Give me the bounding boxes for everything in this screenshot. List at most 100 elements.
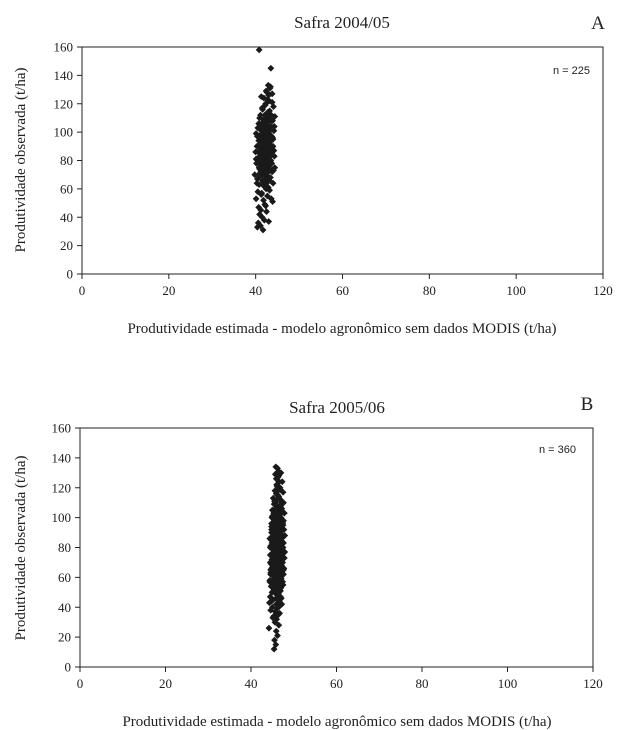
chart-a-data-point <box>257 168 265 176</box>
chart-b-data-point <box>274 526 282 533</box>
chart-a-y-tick-label: 60 <box>60 181 73 196</box>
chart-b-data-point <box>274 487 282 495</box>
chart-b-y-tick-label: 40 <box>58 600 71 615</box>
chart-a-data-point <box>263 208 270 215</box>
chart-b-data-point <box>266 535 274 542</box>
chart-a-data-point <box>265 137 273 145</box>
chart-b-data-point <box>274 473 282 481</box>
chart-a-data-point <box>255 158 263 166</box>
chart-b-plot-area <box>79 427 594 668</box>
chart-b-data-point <box>272 582 280 590</box>
chart-b-x-tick-label: 100 <box>498 676 518 691</box>
chart-b-data-point <box>276 609 284 617</box>
chart-b-data-point <box>275 517 283 525</box>
chart-a-data-point <box>266 165 273 173</box>
chart-a-data-point <box>259 226 267 234</box>
chart-b-x-axis-label: Produtividade estimada - modelo agronômi… <box>122 714 551 730</box>
chart-b-y-tick-label: 60 <box>58 570 71 585</box>
chart-a-data-point <box>257 222 264 230</box>
chart-b-data-point <box>268 603 276 611</box>
chart-a-data-point <box>266 107 273 115</box>
chart-b-y-axis-label: Produtividade observada (t/ha) <box>13 456 29 641</box>
chart-b-axes: 0 20 40 60 80 100 120 0 20 40 60 80 100 120 140 160 <box>52 421 603 692</box>
chart-a-data-point <box>262 202 270 210</box>
chart-a-data-point <box>259 178 267 186</box>
chart-a-data-point <box>258 189 266 197</box>
chart-b-data-point <box>274 464 281 472</box>
chart-b-x-tick-label: 120 <box>583 676 603 691</box>
chart-a-data-point <box>266 186 273 194</box>
chart-a-data-point <box>260 124 268 132</box>
chart-b-data-point <box>274 590 282 598</box>
chart-a-points <box>251 46 279 234</box>
chart-a-data-point <box>259 171 267 179</box>
chart-a-y-axis-label: Produtividade observada (t/ha) <box>13 68 29 253</box>
chart-b-data-point <box>268 576 276 584</box>
chart-a-data-point <box>262 169 270 177</box>
chart-a-data-point <box>261 111 269 119</box>
chart-a-y-tick-label: 80 <box>60 153 73 168</box>
chart-a-data-point <box>257 124 264 132</box>
chart-b-y-tick-label: 100 <box>52 510 72 525</box>
chart-b-x-tick-label: 60 <box>330 676 343 691</box>
chart-b-data-point <box>279 488 287 496</box>
chart-a-data-point <box>263 96 271 103</box>
chart-a-data-point <box>266 117 273 125</box>
chart-a-data-point <box>267 195 275 203</box>
chart-a-data-point <box>267 64 275 72</box>
chart-a-data-point <box>254 175 261 183</box>
chart-a-data-point <box>254 219 262 227</box>
chart-b-data-point <box>274 632 281 640</box>
chart-a-data-point <box>270 147 278 154</box>
chart-a-data-point <box>268 159 276 167</box>
chart-b-data-point <box>276 529 284 536</box>
chart-a-data-point <box>255 46 263 54</box>
chart-a-y-tick-label: 40 <box>60 210 73 225</box>
chart-a-data-point <box>265 130 273 137</box>
chart-a-data-point <box>258 134 266 142</box>
chart-b-y-tick-label: 140 <box>52 450 72 465</box>
chart-a-data-point <box>263 192 271 200</box>
chart-a-data-point <box>268 98 276 106</box>
chart-a-x-tick-label: 60 <box>336 283 349 298</box>
chart-a-data-point <box>264 81 272 89</box>
chart-b-y-tick-label: 80 <box>58 540 71 555</box>
chart-b-data-point <box>272 553 280 560</box>
chart-a-data-point <box>252 130 260 137</box>
chart-a-data-point <box>258 147 266 154</box>
chart-a-data-point <box>262 87 270 95</box>
chart-b-data-point <box>268 562 276 569</box>
chart-b-panel-label: B <box>581 394 594 415</box>
chart-a-data-point <box>262 162 270 170</box>
chart-a-x-tick-label: 100 <box>506 283 526 298</box>
chart-a-data-point <box>270 127 278 135</box>
chart-a-data-point <box>269 142 277 150</box>
chart-b-data-point <box>274 572 281 580</box>
chart-b-data-point <box>265 624 273 632</box>
chart-b-data-point <box>269 614 277 622</box>
chart-a-data-point <box>254 223 261 231</box>
chart-a-data-point <box>263 142 271 150</box>
chart-a-x-tick-label: 0 <box>79 283 86 298</box>
panel-a: Safra 2004/05 A Produtividade observada … <box>13 13 613 337</box>
chart-b-data-point <box>266 578 274 586</box>
chart-b-data-point <box>267 569 275 577</box>
chart-a-data-point <box>265 218 273 225</box>
chart-b-x-tick-label: 0 <box>77 676 84 691</box>
chart-a-data-point <box>252 155 260 163</box>
chart-a-data-point <box>264 127 272 135</box>
chart-b-data-point <box>274 566 282 574</box>
chart-a-data-point <box>269 179 277 187</box>
chart-a-data-point <box>262 185 270 193</box>
chart-a-x-tick-label: 20 <box>162 283 175 298</box>
chart-a-y-tick-label: 20 <box>60 238 73 253</box>
chart-a-data-point <box>257 140 264 147</box>
chart-a-data-point <box>264 184 272 191</box>
chart-a-y-tick-label: 0 <box>67 267 74 282</box>
chart-a-x-tick-label: 80 <box>423 283 436 298</box>
chart-a-data-point <box>266 84 274 92</box>
chart-b-points <box>265 463 289 653</box>
chart-a-x-tick-label: 120 <box>593 283 613 298</box>
chart-a-data-point <box>258 162 266 170</box>
